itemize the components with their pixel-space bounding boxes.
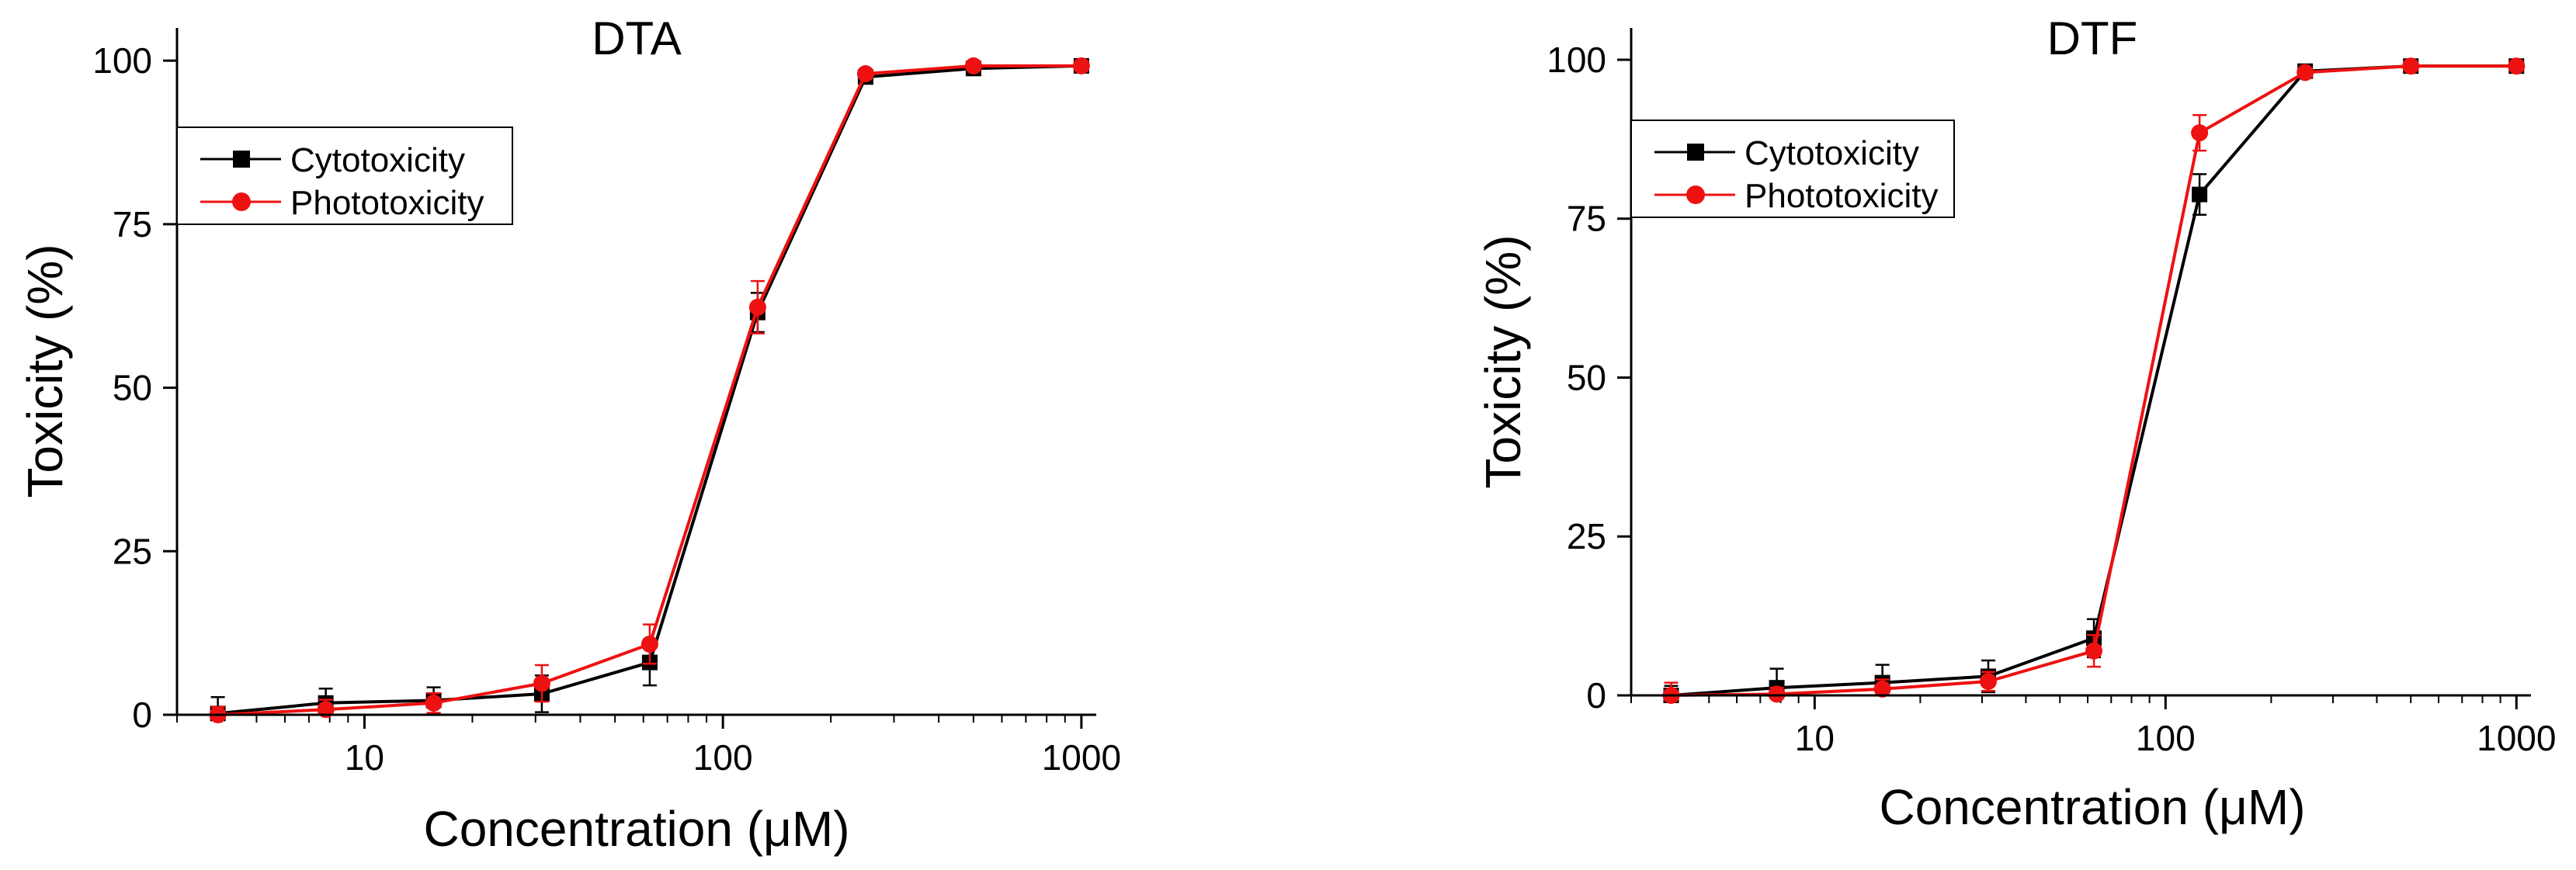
y-axis-label: Toxicity (%) bbox=[17, 244, 73, 497]
data-point bbox=[748, 298, 766, 316]
legend-box bbox=[1630, 120, 1955, 218]
legend: Cytotoxicity Phototoxicity bbox=[1630, 120, 1955, 218]
data-point bbox=[1768, 685, 1786, 703]
series-phototoxicity bbox=[209, 57, 1090, 723]
legend-label: Phototoxicity bbox=[290, 184, 484, 222]
x-tick: 1000 bbox=[2477, 695, 2556, 758]
x-tick-label: 1000 bbox=[2477, 718, 2556, 758]
data-point bbox=[2191, 124, 2209, 142]
legend-entry-cytotoxicity: Cytotoxicity bbox=[200, 141, 465, 179]
data-point bbox=[533, 674, 550, 692]
x-tick: 10 bbox=[1795, 695, 1835, 758]
x-tick: 1000 bbox=[1042, 715, 1121, 778]
legend-entry-phototoxicity: Phototoxicity bbox=[200, 184, 484, 222]
legend-entry-phototoxicity: Phototoxicity bbox=[1654, 177, 1938, 215]
data-point bbox=[1072, 57, 1090, 75]
y-tick: 75 bbox=[1567, 199, 1631, 239]
legend-box bbox=[176, 127, 513, 225]
chart-panel-dtf: 10 100 1000 0 25 50 bbox=[1475, 12, 2556, 835]
x-tick-label: 100 bbox=[2136, 718, 2196, 758]
plot-marks bbox=[209, 57, 1090, 723]
x-tick-label: 10 bbox=[345, 737, 384, 778]
y-ticks: 0 25 50 75 100 bbox=[1547, 40, 1631, 716]
data-point bbox=[2085, 642, 2103, 660]
data-point bbox=[2402, 57, 2420, 75]
y-tick: 75 bbox=[113, 204, 177, 244]
chart-title: DTF bbox=[2047, 12, 2138, 64]
y-tick-label: 100 bbox=[1547, 40, 1606, 80]
y-tick: 50 bbox=[113, 368, 177, 408]
x-ticks: 10 100 1000 bbox=[1795, 695, 2556, 758]
chart-title: DTA bbox=[592, 12, 682, 64]
y-tick-label: 75 bbox=[1567, 199, 1606, 239]
y-axis-label: Toxicity (%) bbox=[1475, 234, 1531, 488]
legend-label: Phototoxicity bbox=[1745, 177, 1938, 215]
y-tick: 100 bbox=[1547, 40, 1631, 80]
legend-marker-circle bbox=[232, 192, 251, 211]
x-tick-label: 1000 bbox=[1042, 737, 1121, 778]
x-tick: 100 bbox=[693, 715, 753, 778]
x-tick-label: 100 bbox=[693, 737, 753, 778]
data-point bbox=[425, 694, 443, 712]
series-phototoxicity bbox=[1662, 57, 2526, 704]
data-point bbox=[1979, 672, 1997, 690]
x-tick: 100 bbox=[2136, 695, 2196, 758]
y-tick-label: 100 bbox=[92, 40, 152, 81]
x-axis-label: Concentration (μM) bbox=[1879, 779, 2305, 835]
y-tick: 100 bbox=[92, 40, 177, 81]
x-axis-label: Concentration (μM) bbox=[423, 801, 849, 857]
legend-marker-circle bbox=[1686, 185, 1705, 204]
legend-entry-cytotoxicity: Cytotoxicity bbox=[1654, 134, 1919, 172]
x-tick: 10 bbox=[345, 715, 384, 778]
y-tick-label: 25 bbox=[113, 531, 152, 571]
legend-marker-square bbox=[1687, 144, 1704, 161]
y-tick-label: 50 bbox=[113, 368, 152, 408]
data-point bbox=[1873, 680, 1891, 698]
data-point bbox=[856, 65, 874, 82]
legend-label: Cytotoxicity bbox=[1745, 134, 1919, 172]
plot-marks bbox=[1662, 57, 2526, 704]
y-tick-label: 50 bbox=[1567, 357, 1606, 397]
y-tick: 25 bbox=[113, 531, 177, 571]
data-point bbox=[964, 57, 982, 75]
data-point bbox=[641, 635, 658, 653]
chart-panel-dta: 10 100 1000 0 25 50 bbox=[17, 12, 1121, 857]
legend: Cytotoxicity Phototoxicity bbox=[176, 127, 513, 225]
y-tick-label: 0 bbox=[132, 695, 152, 735]
data-point bbox=[2297, 64, 2314, 81]
y-tick: 50 bbox=[1567, 357, 1631, 397]
y-ticks: 0 25 50 75 100 bbox=[92, 40, 177, 735]
y-tick-label: 25 bbox=[1567, 516, 1606, 556]
y-tick: 25 bbox=[1567, 516, 1631, 556]
y-tick: 0 bbox=[1586, 675, 1631, 716]
y-tick-label: 0 bbox=[1586, 675, 1606, 716]
x-ticks: 10 100 1000 bbox=[345, 715, 1121, 778]
data-point bbox=[2192, 186, 2208, 203]
legend-label: Cytotoxicity bbox=[290, 141, 465, 179]
x-minor-ticks bbox=[1630, 695, 2501, 703]
x-tick-label: 10 bbox=[1795, 718, 1835, 758]
legend-marker-square bbox=[233, 151, 250, 168]
data-point bbox=[2508, 57, 2526, 75]
y-tick-label: 75 bbox=[113, 204, 152, 244]
y-tick: 0 bbox=[132, 695, 177, 735]
